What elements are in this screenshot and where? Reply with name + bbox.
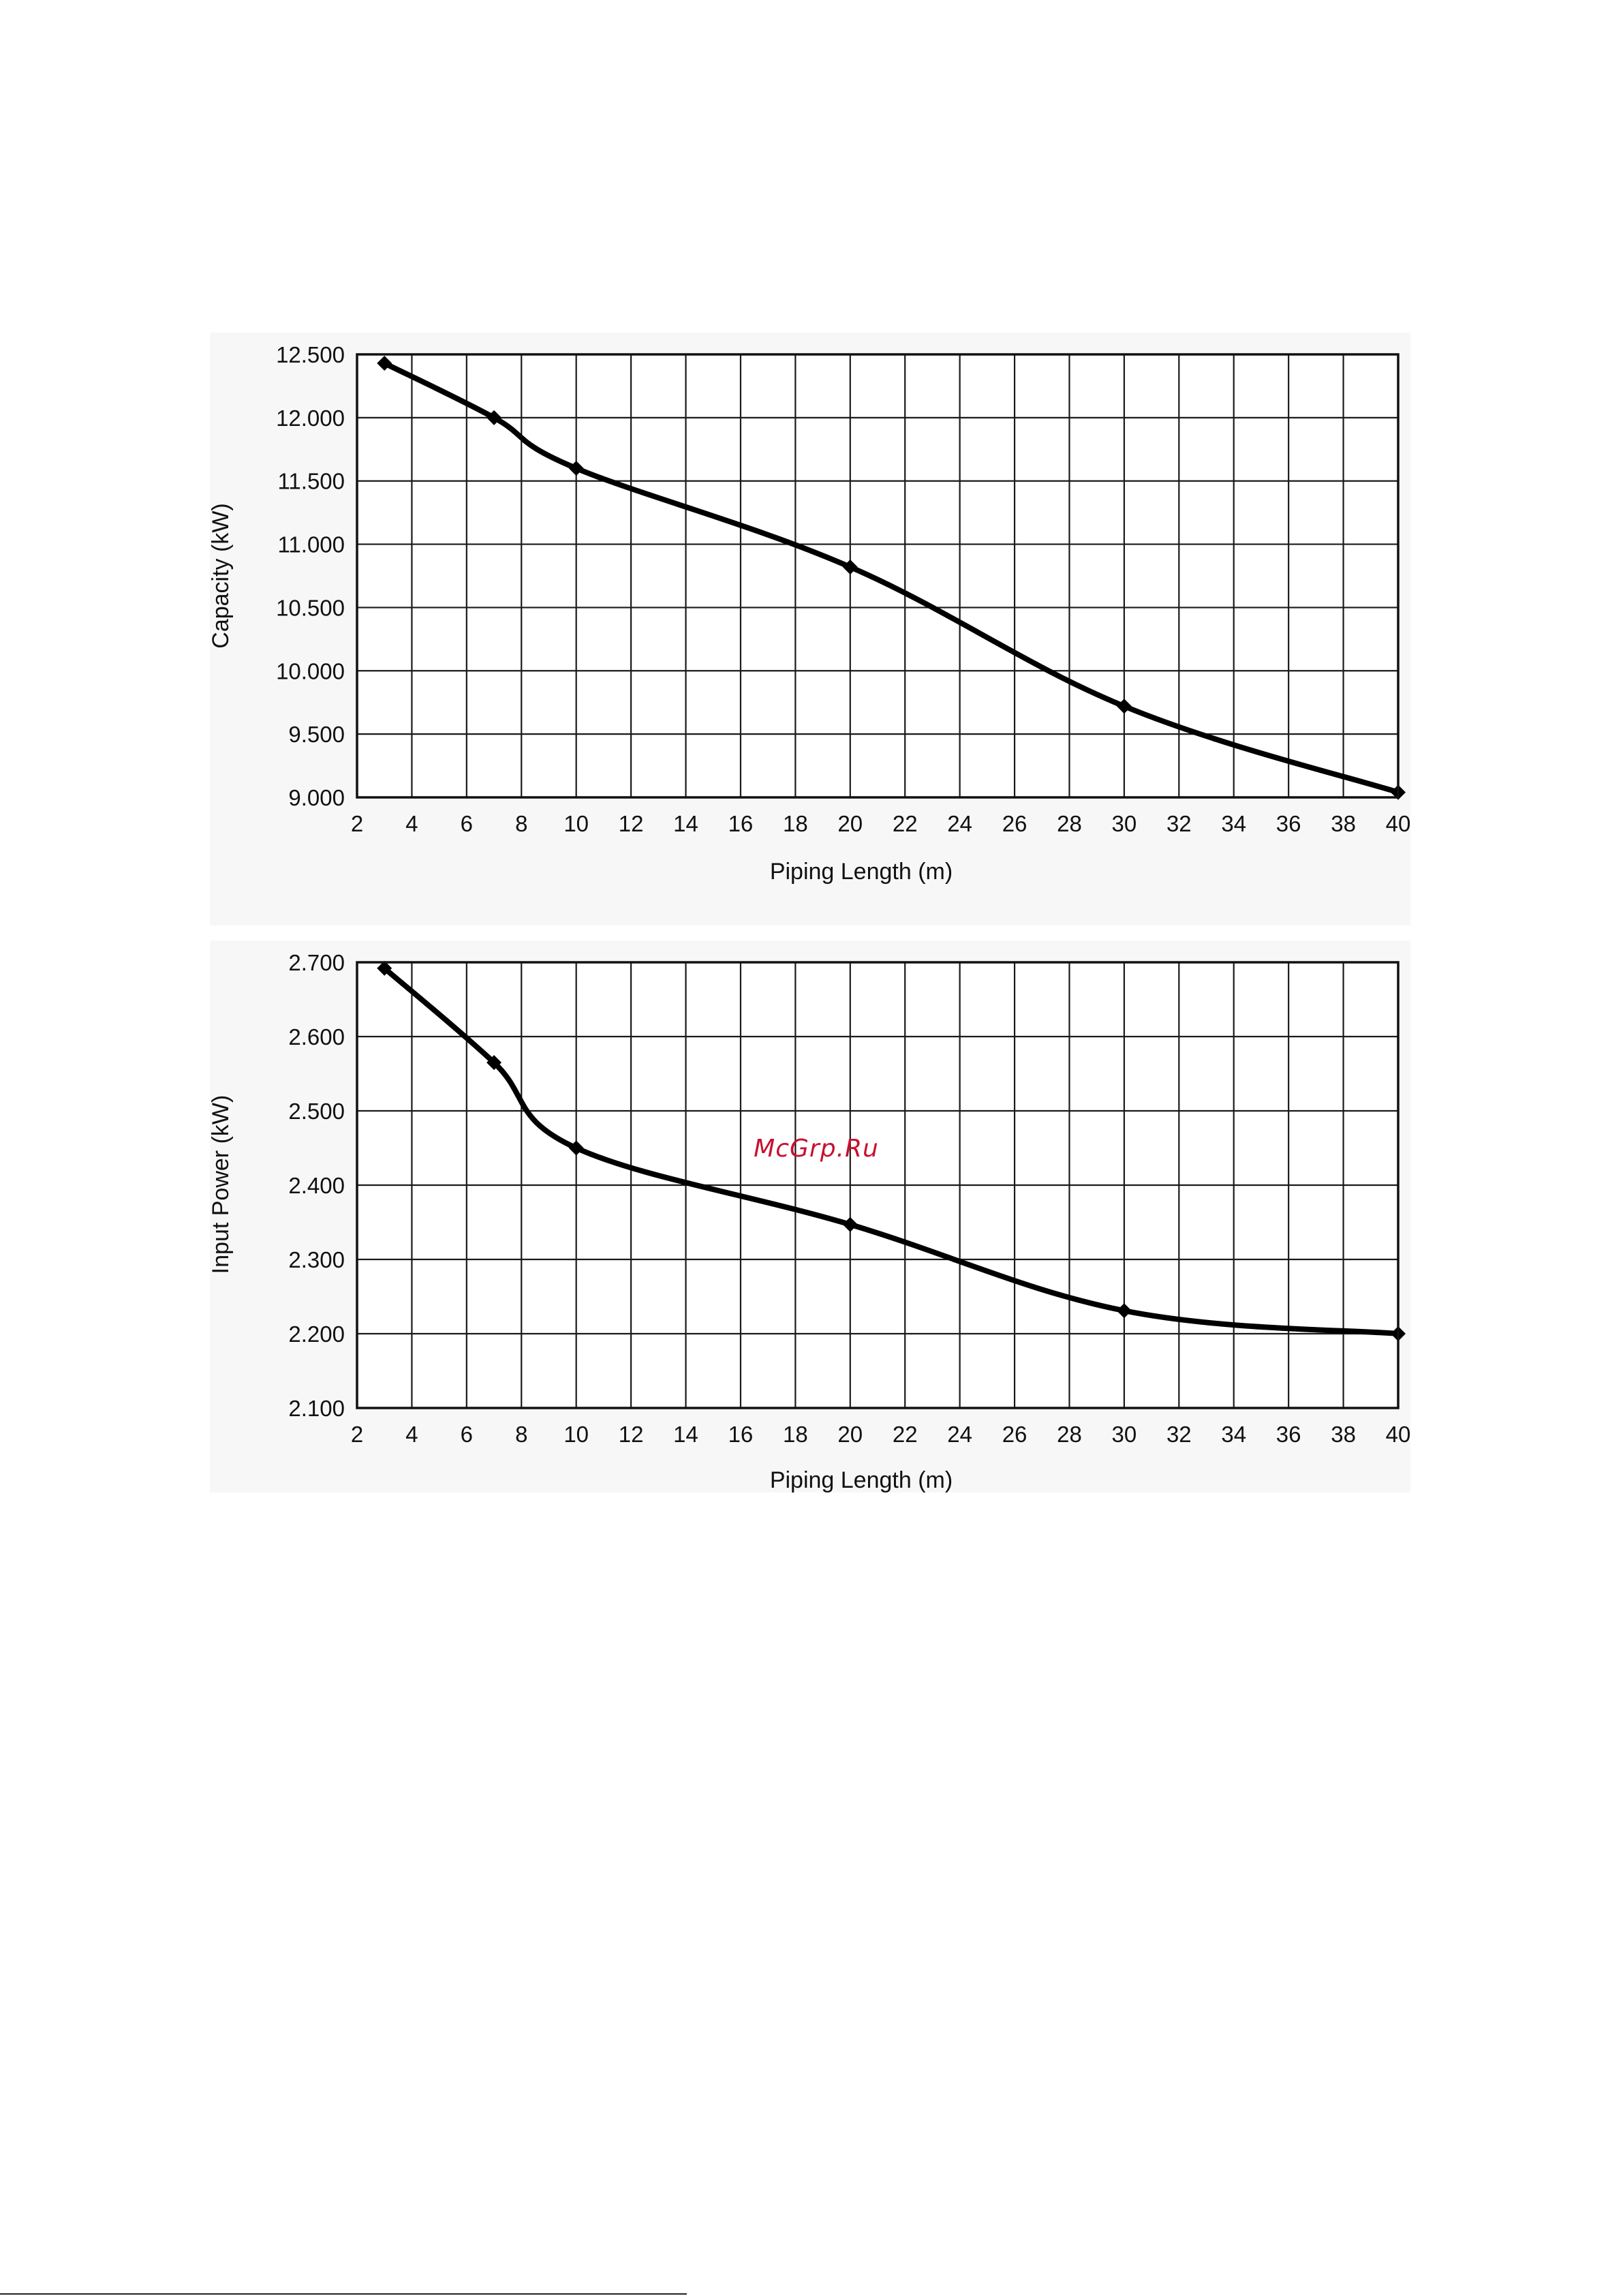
capacity-data-point-marker (377, 356, 392, 371)
input-power-x-tick-label: 2 (351, 1422, 363, 1447)
capacity-x-tick-label: 10 (563, 811, 589, 836)
input-power-y-axis-title: Input Power (kW) (208, 1095, 234, 1274)
capacity-x-tick-label: 30 (1112, 811, 1137, 836)
input-power-data-point-marker (568, 1140, 584, 1156)
capacity-plot-frame (356, 353, 1400, 799)
capacity-x-tick-label: 22 (893, 811, 918, 836)
input-power-y-tick-label: 2.600 (288, 1024, 345, 1050)
input-power-x-axis-title: Piping Length (m) (770, 1467, 953, 1493)
watermark-text: McGrp.Ru (754, 1135, 879, 1163)
capacity-x-tick-label: 24 (947, 811, 972, 836)
input-power-x-tick-label: 20 (837, 1422, 863, 1447)
input-power-x-tick-label: 32 (1166, 1422, 1192, 1447)
capacity-x-tick-label: 36 (1276, 811, 1301, 836)
capacity-x-axis-title: Piping Length (m) (770, 859, 953, 885)
capacity-x-tick-label: 6 (461, 811, 473, 836)
capacity-data-point-marker (568, 461, 584, 476)
capacity-y-tick-label: 10.500 (276, 595, 345, 620)
input-power-data-point-marker (842, 1216, 858, 1232)
input-power-x-ticks: 2 4 6 8 10 12 14 16 18 20 22 24 26 28 30 32 34 36 38 40 (351, 1422, 1411, 1447)
capacity-x-ticks: 2 4 6 8 10 12 14 16 18 20 22 24 26 28 30 32 34 36 38 40 (351, 811, 1411, 836)
capacity-x-tick-label: 4 (405, 811, 418, 836)
capacity-y-tick-label: 12.500 (276, 342, 345, 367)
input-power-y-tick-label: 2.700 (288, 950, 345, 975)
input-power-data-point-marker (486, 1055, 502, 1071)
input-power-x-tick-label: 38 (1331, 1422, 1356, 1447)
capacity-y-tick-label: 9.000 (288, 785, 345, 810)
capacity-data-point-marker (486, 410, 502, 425)
capacity-x-tick-label: 16 (728, 811, 754, 836)
capacity-x-tick-label: 26 (1002, 811, 1027, 836)
capacity-plot-area (357, 354, 1398, 797)
input-power-x-tick-label: 14 (673, 1422, 698, 1447)
input-power-y-tick-label: 2.200 (288, 1321, 345, 1347)
input-power-x-tick-label: 4 (405, 1422, 418, 1447)
capacity-y-tick-label: 10.000 (276, 658, 345, 684)
input-power-x-tick-label: 16 (728, 1422, 754, 1447)
capacity-x-tick-label: 14 (673, 811, 698, 836)
capacity-x-tick-label: 38 (1331, 811, 1356, 836)
capacity-data-point-marker (842, 560, 858, 575)
capacity-y-axis-title: Capacity (kW) (208, 503, 234, 648)
input-power-x-tick-label: 36 (1276, 1422, 1301, 1447)
input-power-x-tick-label: 8 (515, 1422, 527, 1447)
capacity-x-tick-label: 20 (837, 811, 863, 836)
capacity-y-tick-label: 11.500 (278, 469, 345, 494)
input-power-x-tick-label: 26 (1002, 1422, 1027, 1447)
capacity-x-tick-label: 18 (783, 811, 808, 836)
capacity-x-tick-label: 12 (619, 811, 644, 836)
input-power-x-tick-label: 24 (947, 1422, 972, 1447)
input-power-y-ticks: 2.700 2.600 2.500 2.400 2.300 2.200 2.100 (288, 950, 345, 1421)
input-power-y-tick-label: 2.400 (288, 1173, 345, 1198)
input-power-x-tick-label: 40 (1386, 1422, 1411, 1447)
input-power-x-tick-label: 22 (893, 1422, 918, 1447)
input-power-data-point-marker (1116, 1303, 1132, 1319)
input-power-x-tick-label: 18 (783, 1422, 808, 1447)
input-power-y-tick-label: 2.300 (288, 1247, 345, 1272)
input-power-y-tick-label: 2.500 (288, 1099, 345, 1124)
capacity-x-tick-label: 2 (351, 811, 363, 836)
capacity-y-tick-label: 9.500 (288, 722, 345, 747)
capacity-x-tick-label: 34 (1221, 811, 1246, 836)
input-power-x-tick-label: 10 (563, 1422, 589, 1447)
input-power-markers (377, 960, 1406, 1341)
capacity-x-tick-label: 40 (1386, 811, 1411, 836)
input-power-data-point-marker (377, 960, 392, 976)
input-power-x-tick-label: 12 (619, 1422, 644, 1447)
capacity-y-tick-label: 11.000 (278, 532, 345, 557)
capacity-x-tick-label: 8 (515, 811, 527, 836)
input-power-x-tick-label: 28 (1057, 1422, 1082, 1447)
capacity-data-point-marker (1116, 699, 1132, 714)
capacity-x-tick-label: 28 (1057, 811, 1082, 836)
capacity-x-tick-label: 32 (1166, 811, 1192, 836)
capacity-y-ticks: 12.500 12.000 11.500 11.000 10.500 10.000 9.50… (276, 342, 345, 810)
capacity-y-tick-label: 12.000 (276, 405, 345, 431)
input-power-plot-frame (356, 961, 1400, 1409)
input-power-x-tick-label: 30 (1112, 1422, 1137, 1447)
input-power-y-tick-label: 2.100 (288, 1396, 345, 1421)
input-power-x-tick-label: 6 (461, 1422, 473, 1447)
input-power-x-tick-label: 34 (1221, 1422, 1246, 1447)
capacity-chart: 12.500 12.000 11.500 11.000 10.500 10.000 9.50… (208, 333, 1410, 925)
